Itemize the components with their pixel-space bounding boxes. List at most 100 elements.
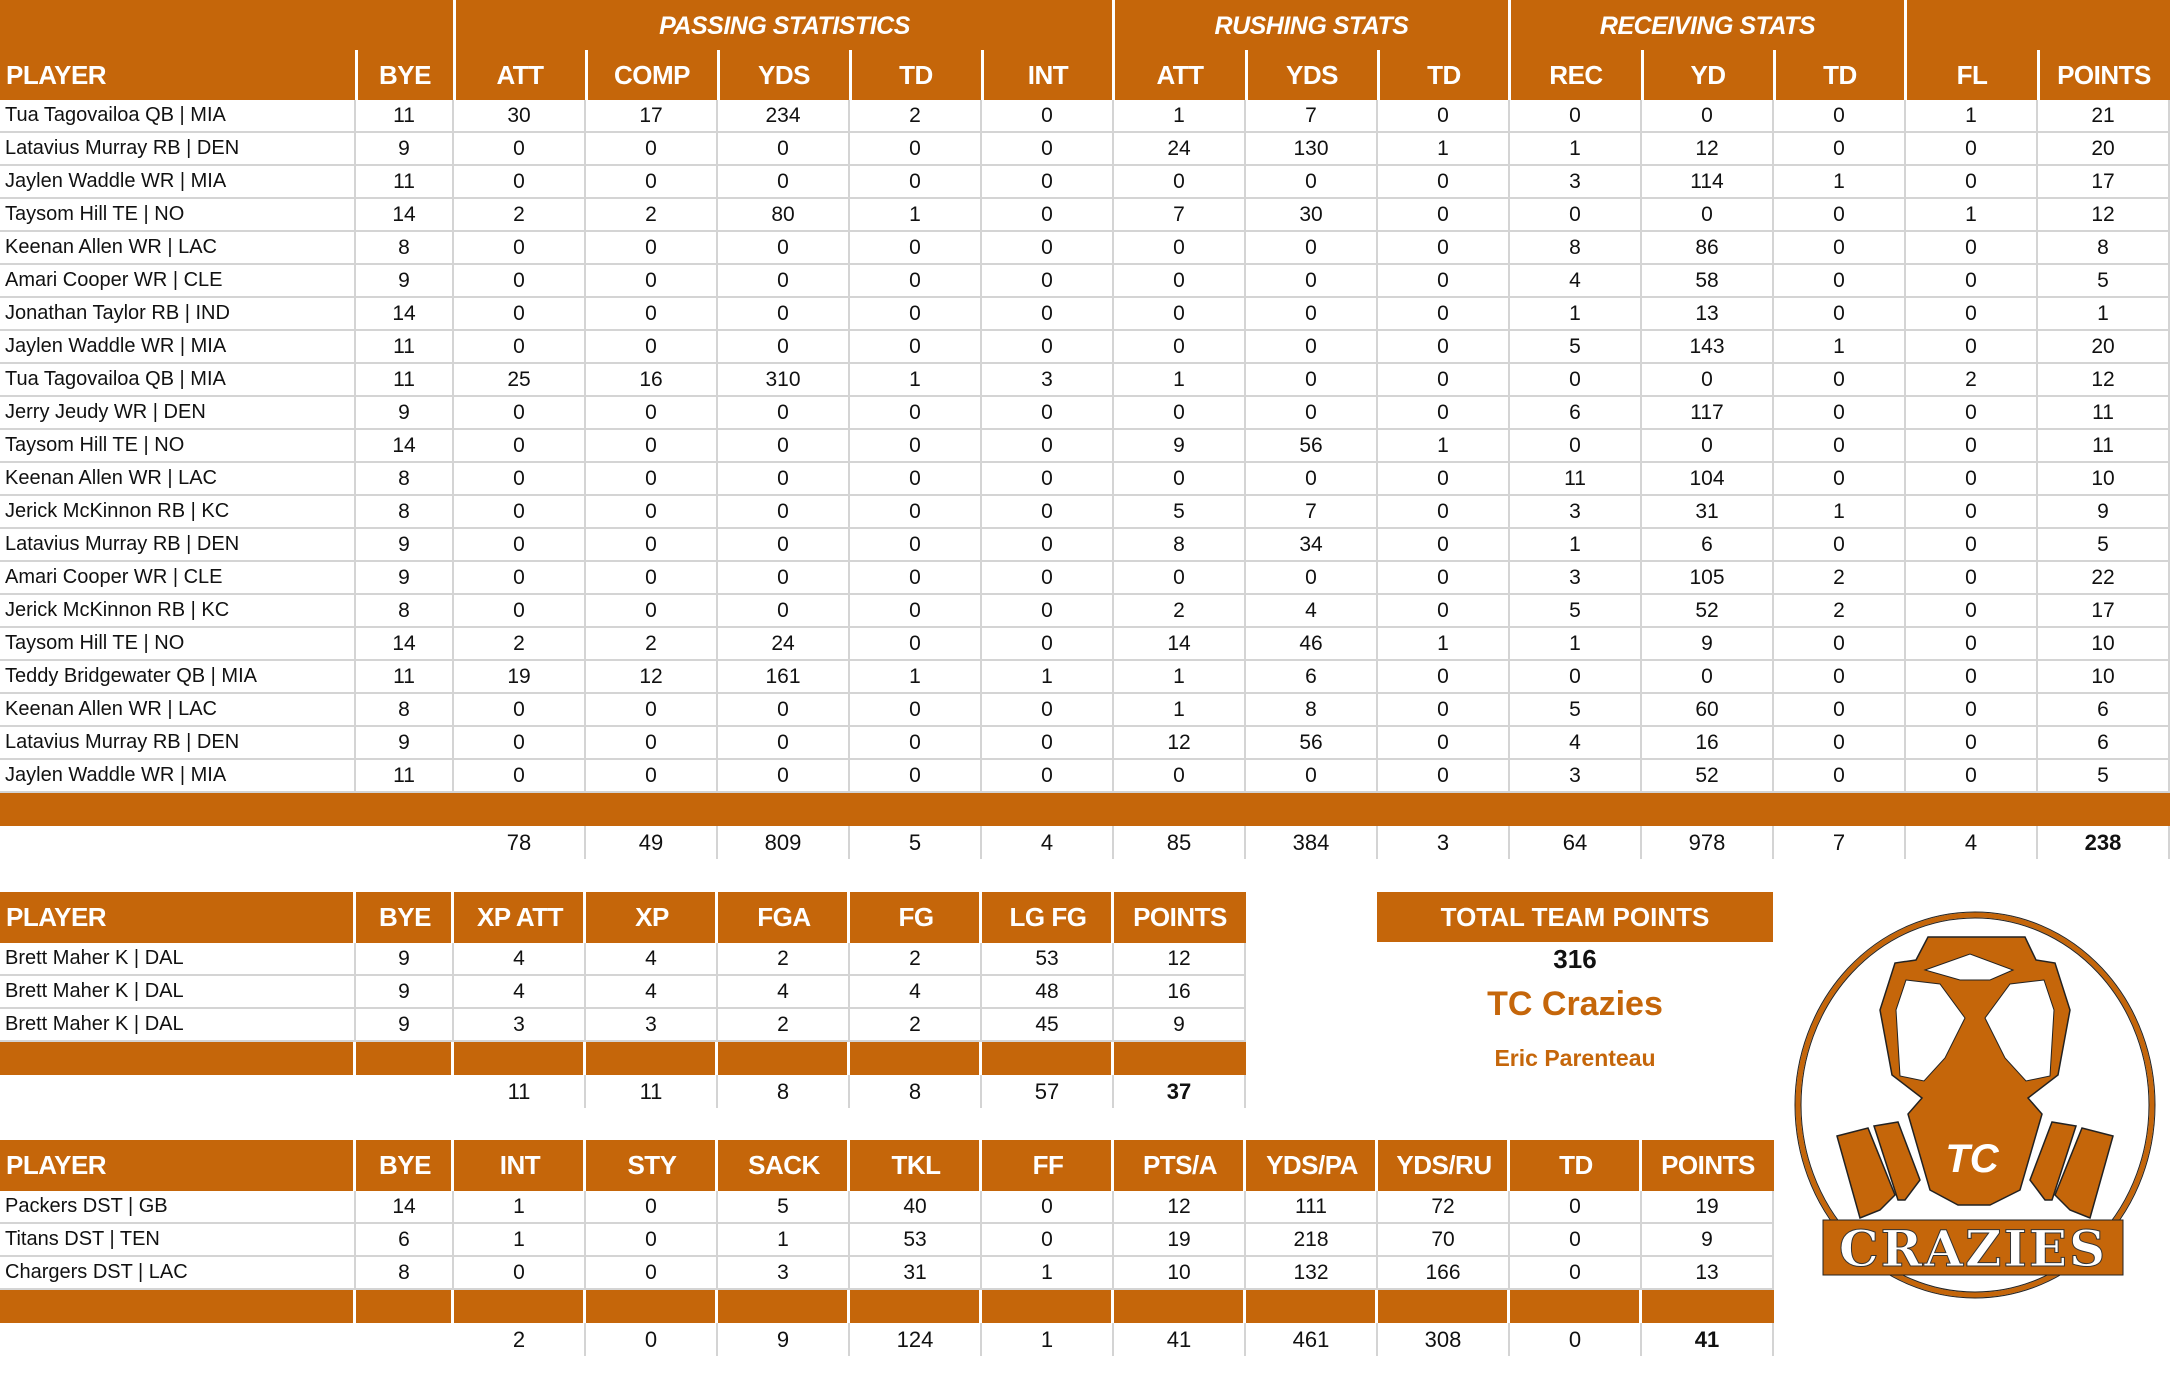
table-row[interactable]: Jonathan Taylor RB | IND 14 0 0 0 0 0 0 0 0 1 13 0 0 1: [0, 298, 2170, 331]
column-header-bye[interactable]: BYE: [379, 902, 431, 932]
table-row[interactable]: Tua Tagovailoa QB | MIA 11 25 16 310 1 3 1 0 0 0 0 0…: [0, 364, 2170, 397]
header-divider: [355, 50, 358, 100]
stat-att: 12: [1114, 727, 1246, 758]
stat-td: 0: [850, 265, 982, 296]
column-header-yds-8[interactable]: YDS: [1286, 59, 1338, 90]
stat-td: 0: [850, 133, 982, 164]
column-header-points-14[interactable]: POINTS: [2057, 59, 2151, 90]
table-row[interactable]: Teddy Bridgewater QB | MIA 11 19 12 161 1 1 1 6 0…: [0, 661, 2170, 694]
stat-bye: 14: [356, 298, 454, 329]
stat-lg-fg: 48: [982, 976, 1114, 1007]
table-row[interactable]: Amari Cooper WR | CLE 9 0 0 0 0 0 0 0 0 3 105 2 0 22: [0, 562, 2170, 595]
column-header-fga[interactable]: FGA: [757, 902, 811, 932]
column-header-comp-3[interactable]: COMP: [614, 59, 691, 90]
table-row[interactable]: Tua Tagovailoa QB | MIA 11 30 17 234 2 0 1 7 0 0 0 0…: [0, 100, 2170, 133]
stat-bye: 9: [356, 133, 454, 164]
column-header-td-12[interactable]: TD: [1823, 59, 1857, 90]
column-header-bye[interactable]: BYE: [379, 1150, 431, 1180]
stat-att: 0: [1114, 331, 1246, 362]
table-row[interactable]: Chargers DST | LAC 8 0 0 3 31 1 10 132 166 0 13: [0, 1257, 1774, 1290]
column-header-points[interactable]: POINTS: [1133, 902, 1227, 932]
separator-band: [356, 1042, 451, 1075]
stat-sty: 0: [586, 1191, 718, 1222]
column-header-xp-att[interactable]: XP ATT: [476, 902, 564, 932]
table-row[interactable]: Brett Maher K | DAL 9 4 4 2 2 53 12: [0, 943, 1246, 976]
column-header-td-5[interactable]: TD: [899, 59, 933, 90]
stat-pts-a: 12: [1114, 1191, 1246, 1222]
table-row[interactable]: Latavius Murray RB | DEN 9 0 0 0 0 0 8 34 0 1 6 0 0 5: [0, 529, 2170, 562]
total-yds-ru: 308: [1378, 1323, 1510, 1356]
column-header-att-2[interactable]: ATT: [496, 59, 544, 90]
column-header-td-9[interactable]: TD: [1427, 59, 1461, 90]
column-header-att-7[interactable]: ATT: [1156, 59, 1204, 90]
column-header-player[interactable]: PLAYER: [6, 902, 107, 932]
table-row[interactable]: Taysom Hill TE | NO 14 2 2 24 0 0 14 46 1 1 9 0 0 10: [0, 628, 2170, 661]
stat-td: 0: [850, 595, 982, 626]
stat-yds: 130: [1246, 133, 1378, 164]
column-header-fg[interactable]: FG: [898, 902, 934, 932]
total-int: 2: [454, 1323, 586, 1356]
column-header-yd-11[interactable]: YD: [1690, 59, 1726, 90]
stat-int: 0: [982, 463, 1114, 494]
total-td: 5: [850, 826, 982, 859]
table-row[interactable]: Jerick McKinnon RB | KC 8 0 0 0 0 0 2 4 0 5 52 2 0 17: [0, 595, 2170, 628]
table-row[interactable]: Titans DST | TEN 6 1 0 1 53 0 19 218 70 0 9: [0, 1224, 1774, 1257]
table-row[interactable]: Jaylen Waddle WR | MIA 11 0 0 0 0 0 0 0 0 5 143 1 0 20: [0, 331, 2170, 364]
stat-rec: 1: [1510, 529, 1642, 560]
table-row[interactable]: Keenan Allen WR | LAC 8 0 0 0 0 0 0 0 0 11 104 0 0 10: [0, 463, 2170, 496]
header-bg: [850, 1140, 979, 1191]
table-row[interactable]: Jaylen Waddle WR | MIA 11 0 0 0 0 0 0 0 0 3 114 1 0 17: [0, 166, 2170, 199]
table-row[interactable]: Keenan Allen WR | LAC 8 0 0 0 0 0 0 0 0 8 86 0 0 8: [0, 232, 2170, 265]
column-header-int-6[interactable]: INT: [1027, 59, 1069, 90]
column-header-lg-fg[interactable]: LG FG: [1009, 902, 1087, 932]
stat-td: 0: [850, 331, 982, 362]
column-header-yds-pa[interactable]: YDS/PA: [1266, 1150, 1358, 1180]
total-ff: 1: [982, 1323, 1114, 1356]
column-header-td[interactable]: TD: [1559, 1150, 1593, 1180]
stat-bye: 8: [356, 694, 454, 725]
table-row[interactable]: Latavius Murray RB | DEN 9 0 0 0 0 0 24 130 1 1 12 0…: [0, 133, 2170, 166]
stat-bye: 9: [356, 397, 454, 428]
stat-points: 9: [2038, 496, 2170, 527]
stat-td: 0: [850, 529, 982, 560]
player-name: Taysom Hill TE | NO: [0, 628, 356, 659]
table-row[interactable]: Taysom Hill TE | NO 14 0 0 0 0 0 9 56 1 0 0 0 0 11: [0, 430, 2170, 463]
column-header-sack[interactable]: SACK: [748, 1150, 820, 1180]
column-header-tkl[interactable]: TKL: [891, 1150, 941, 1180]
table-row[interactable]: Brett Maher K | DAL 9 4 4 4 4 48 16: [0, 976, 1246, 1009]
table-row[interactable]: Jerry Jeudy WR | DEN 9 0 0 0 0 0 0 0 0 6 117 0 0 11: [0, 397, 2170, 430]
table-row[interactable]: Packers DST | GB 14 1 0 5 40 0 12 111 72 0 19: [0, 1191, 1774, 1224]
table-row[interactable]: Jaylen Waddle WR | MIA 11 0 0 0 0 0 0 0 0 3 52 0 0 5: [0, 760, 2170, 793]
stat-td: 0: [1378, 562, 1510, 593]
player-name: Jaylen Waddle WR | MIA: [0, 166, 356, 197]
player-name: Tua Tagovailoa QB | MIA: [0, 364, 356, 395]
stat-comp: 2: [586, 199, 718, 230]
column-header-fl-13[interactable]: FL: [1956, 59, 1988, 90]
table-row[interactable]: Taysom Hill TE | NO 14 2 2 80 1 0 7 30 0 0 0 0 1 12: [0, 199, 2170, 232]
stat-points: 5: [2038, 529, 2170, 560]
table-row[interactable]: Jerick McKinnon RB | KC 8 0 0 0 0 0 5 7 0 3 31 1 0 9: [0, 496, 2170, 529]
table-row[interactable]: Latavius Murray RB | DEN 9 0 0 0 0 0 12 56 0 4 16 0 0…: [0, 727, 2170, 760]
team-name: TC Crazies: [1487, 985, 1663, 1023]
column-header-player-0[interactable]: PLAYER: [6, 59, 107, 90]
column-header-rec-10[interactable]: REC: [1549, 59, 1603, 90]
column-header-player[interactable]: PLAYER: [6, 1150, 107, 1180]
column-header-xp[interactable]: XP: [635, 902, 669, 932]
table-row[interactable]: Keenan Allen WR | LAC 8 0 0 0 0 0 1 8 0 5 60 0 0 6: [0, 694, 2170, 727]
column-header-sty[interactable]: STY: [627, 1150, 677, 1180]
stat-fga: 4: [718, 976, 850, 1007]
column-header-points[interactable]: POINTS: [1661, 1150, 1755, 1180]
stat-td: 0: [850, 232, 982, 263]
header-bg: [454, 892, 583, 943]
table-row[interactable]: Amari Cooper WR | CLE 9 0 0 0 0 0 0 0 0 4 58 0 0 5: [0, 265, 2170, 298]
column-header-ff[interactable]: FF: [1032, 1150, 1064, 1180]
column-header-bye-1[interactable]: BYE: [379, 59, 431, 90]
column-header-yds-4[interactable]: YDS: [758, 59, 810, 90]
column-header-pts-a[interactable]: PTS/A: [1142, 1150, 1218, 1180]
header-bg: [356, 892, 451, 943]
column-header-int[interactable]: INT: [499, 1150, 541, 1180]
table-row[interactable]: Brett Maher K | DAL 9 3 3 2 2 45 9: [0, 1009, 1246, 1042]
column-header-yds-ru[interactable]: YDS/RU: [1396, 1150, 1492, 1180]
stat-td: 0: [850, 298, 982, 329]
stat-comp: 0: [586, 298, 718, 329]
